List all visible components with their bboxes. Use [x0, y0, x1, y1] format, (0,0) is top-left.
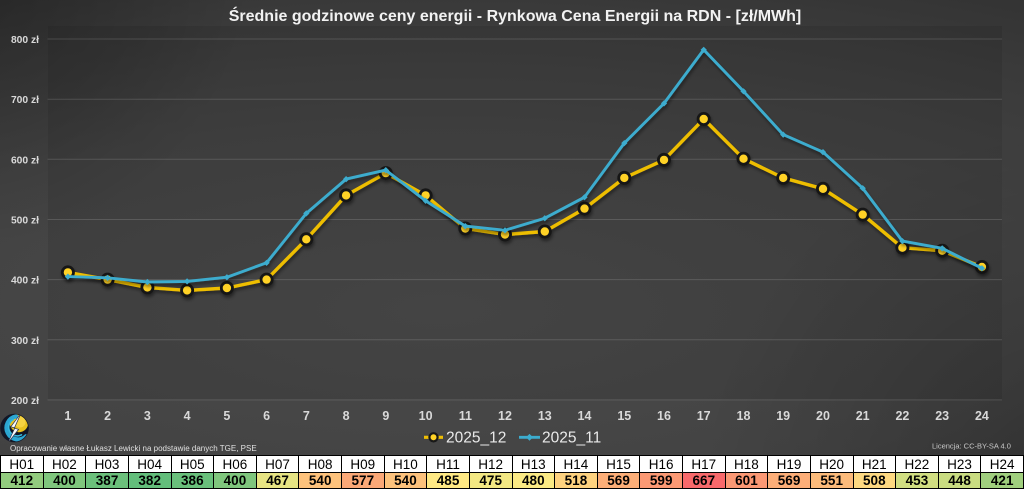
svg-text:Licencja: CC-BY-SA 4.0: Licencja: CC-BY-SA 4.0	[932, 442, 1011, 451]
svg-text:2025_11: 2025_11	[542, 430, 601, 447]
svg-text:11: 11	[459, 409, 472, 423]
svg-text:21: 21	[856, 409, 870, 423]
svg-text:20: 20	[816, 409, 830, 423]
svg-text:14: 14	[578, 409, 592, 423]
svg-text:6: 6	[263, 409, 270, 423]
svg-text:2025_12: 2025_12	[446, 430, 506, 447]
svg-text:17: 17	[697, 409, 711, 423]
svg-text:15: 15	[617, 409, 631, 423]
svg-text:18: 18	[737, 409, 751, 423]
svg-text:22: 22	[895, 409, 909, 423]
svg-text:24: 24	[975, 409, 989, 423]
svg-text:2: 2	[104, 409, 111, 423]
svg-text:5: 5	[223, 409, 230, 423]
svg-text:19: 19	[776, 409, 790, 423]
svg-text:9: 9	[382, 409, 389, 423]
svg-text:7: 7	[303, 409, 310, 423]
svg-text:Opracowanie własne Łukasz Lewi: Opracowanie własne Łukasz Lewicki na pod…	[10, 444, 257, 453]
svg-text:600 zł: 600 zł	[11, 155, 39, 166]
svg-text:13: 13	[538, 409, 552, 423]
svg-text:Średnie godzinowe ceny energii: Średnie godzinowe ceny energii - Rynkowa…	[229, 6, 802, 25]
svg-text:500 zł: 500 zł	[11, 216, 39, 227]
svg-text:8: 8	[343, 409, 350, 423]
svg-text:1: 1	[64, 409, 71, 423]
svg-text:4: 4	[184, 409, 191, 423]
svg-text:200 zł: 200 zł	[11, 396, 39, 407]
svg-text:300 zł: 300 zł	[11, 336, 39, 347]
svg-text:400 zł: 400 zł	[11, 276, 39, 287]
svg-text:3: 3	[144, 409, 151, 423]
svg-text:16: 16	[657, 409, 671, 423]
svg-text:12: 12	[498, 409, 512, 423]
svg-text:10: 10	[419, 409, 433, 423]
svg-text:800 zł: 800 zł	[11, 35, 39, 46]
svg-text:23: 23	[935, 409, 949, 423]
svg-text:700 zł: 700 zł	[11, 95, 39, 106]
